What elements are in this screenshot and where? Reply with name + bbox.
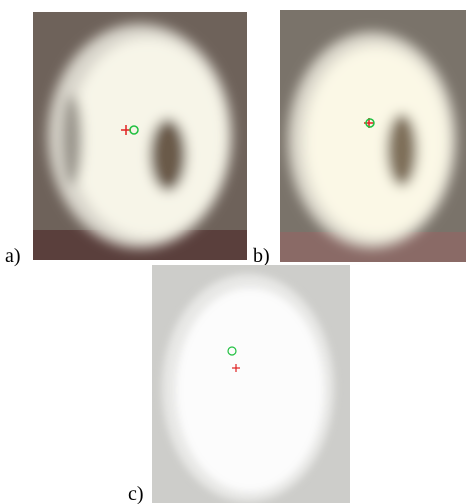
image-a — [33, 12, 247, 260]
page: a) b) c) (() => { const data = JSON.pars… — [0, 0, 468, 504]
panel-label: c) — [128, 483, 144, 504]
image-b — [280, 10, 466, 262]
panel-label: a) — [5, 245, 21, 267]
panel-label: b) — [253, 245, 270, 267]
image-c — [152, 265, 350, 503]
figure: a) b) c) — [0, 0, 468, 504]
